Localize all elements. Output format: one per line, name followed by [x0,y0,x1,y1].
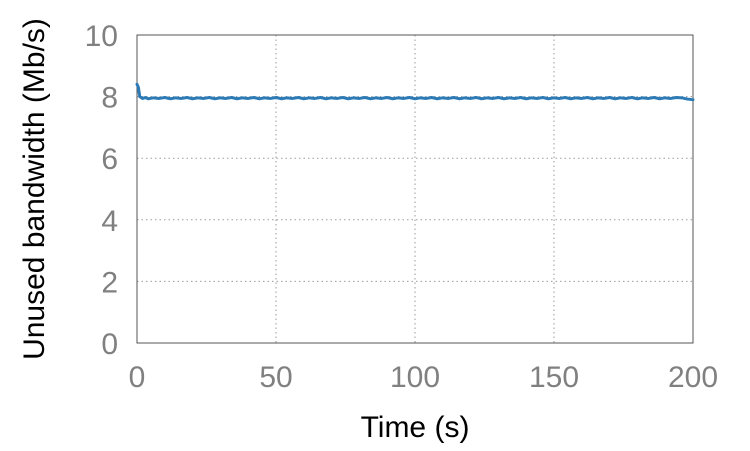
y-tick-label: 6 [101,143,118,176]
y-tick-label: 4 [101,205,118,238]
y-tick-label: 8 [101,82,118,115]
x-axis-title: Time (s) [361,411,470,444]
x-tick-label: 50 [259,361,292,394]
y-axis-title: Unused bandwidth (Mb/s) [18,18,51,360]
plot-area-frame [136,34,694,344]
grid-lines [137,35,693,343]
series-line-0 [135,82,695,102]
y-tick-labels: 0 2 4 6 8 10 [85,20,118,361]
x-tick-label: 150 [529,361,579,394]
y-tick-label: 10 [85,20,118,53]
x-tick-labels: 0 50 100 150 200 [129,361,718,394]
y-tick-label: 2 [101,266,118,299]
x-tick-label: 200 [668,361,718,394]
x-tick-label: 100 [390,361,440,394]
series-layer [135,82,695,102]
y-tick-label: 0 [101,328,118,361]
x-tick-label: 0 [129,361,146,394]
